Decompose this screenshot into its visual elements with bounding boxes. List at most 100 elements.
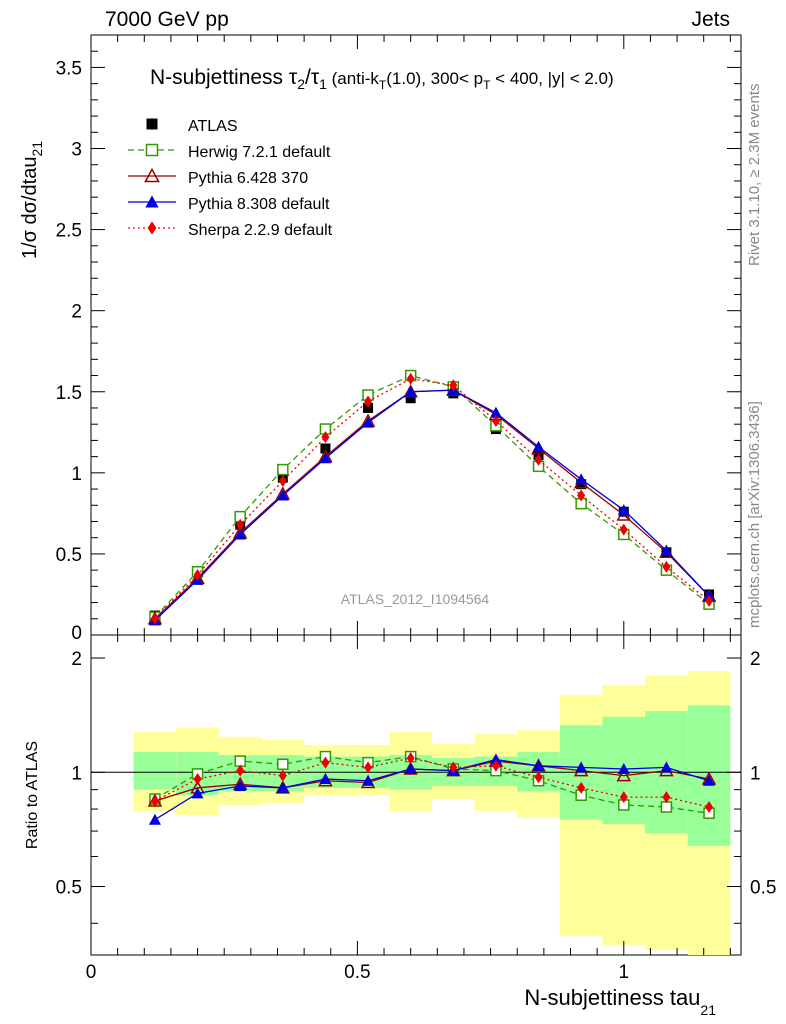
title-slash: /τ (305, 66, 320, 89)
main-point-atlas (363, 402, 374, 413)
ratio-point-pythia-8-308-default (234, 780, 247, 792)
ratio-point-pythia-8-308-default (319, 773, 332, 785)
title-main: N-subjettiness τ (150, 66, 298, 89)
tick-label: 0.5 (750, 878, 776, 899)
tick-label: 0.5 (56, 545, 82, 566)
rivet-version-label: Rivet 3.1.10, ≥ 2.3M events (746, 83, 763, 267)
title-sub1: 1 (319, 76, 327, 92)
legend: ATLAS Herwig 7.2.1 default Pythia 6.428 37… (128, 118, 333, 239)
title-cut1: (anti-k (327, 69, 379, 88)
tick-label: 0 (71, 623, 82, 644)
ratio-line-herwig-7-2-1-default (154, 755, 710, 814)
main-point-pythia-8-308-default (532, 440, 545, 452)
tick-label: 3.5 (56, 58, 82, 79)
x-axis-label-sub: 21 (700, 1002, 716, 1018)
main-point-pythia-8-308-default (617, 504, 630, 516)
ratio-point-sherpa-2-2-9-default (577, 781, 586, 794)
ratio-point-sherpa-2-2-9-default (449, 761, 458, 774)
legend-label-atlas: ATLAS (188, 118, 238, 135)
ratio-point-sherpa-2-2-9-default (321, 756, 330, 769)
ratio-point-pythia-8-308-default (148, 813, 161, 825)
ratio-point-pythia-8-308-default (617, 763, 630, 775)
legend-label-pythia-6-428-370: Pythia 6.428 370 (188, 170, 308, 187)
main-point-atlas (320, 443, 331, 454)
main-point-sherpa-2-2-9-default (236, 518, 245, 531)
main-point-sherpa-2-2-9-default (321, 431, 330, 444)
ratio-point-sherpa-2-2-9-default (236, 764, 245, 777)
ratio-point-pythia-8-308-default (660, 761, 673, 773)
ratio-point-herwig-7-2-1-default (234, 755, 246, 767)
tick-label: 2 (750, 649, 761, 670)
title-cut-t: T (379, 78, 387, 92)
ratio-series-group (147, 750, 717, 825)
title-sub2: 2 (297, 76, 305, 92)
y-axis-label-main-text: 1/σ dσ/dtau (19, 157, 41, 260)
ratio-point-pythia-8-308-default (703, 774, 716, 786)
y-axis-label-main-sub: 21 (29, 141, 45, 157)
title-cut3: < 400, |y| < 2.0) (490, 69, 613, 88)
main-point-sherpa-2-2-9-default (364, 395, 373, 408)
chart-title: N-subjettiness τ2/τ1 (anti-kT(1.0), 300<… (150, 66, 614, 92)
tick-label: 1 (618, 962, 629, 983)
main-point-herwig-7-2-1-default (277, 463, 289, 476)
ratio-point-sherpa-2-2-9-default (662, 791, 671, 804)
ratio-point-pythia-8-308-default (276, 781, 289, 793)
ratio-point-herwig-7-2-1-default (660, 801, 673, 813)
mcplots-credit-label: mcplots.cern.ch [arXiv:1306.3436] (746, 401, 763, 628)
ratio-point-sherpa-2-2-9-default (705, 801, 714, 814)
ratio-point-sherpa-2-2-9-default (619, 791, 628, 804)
axis-ticks: 0 0.5 100.511.522.533.50.5 0.51 12 2 (56, 34, 776, 983)
main-point-sherpa-2-2-9-default (705, 594, 714, 607)
tick-label: 0.5 (344, 962, 370, 983)
tick-label: 2 (71, 302, 82, 323)
main-point-sherpa-2-2-9-default (193, 569, 202, 581)
main-point-sherpa-2-2-9-default (619, 523, 628, 536)
tick-label: 1 (71, 464, 82, 485)
tick-label: 0 (86, 962, 97, 983)
ratio-point-herwig-7-2-1-default (277, 758, 289, 770)
main-point-pythia-8-308-default (234, 528, 247, 540)
ratio-point-pythia-8-308-default (362, 774, 375, 786)
main-point-pythia-8-308-default (276, 489, 289, 501)
ratio-point-sherpa-2-2-9-default (406, 752, 415, 765)
y-axis-label-ratio: Ratio to ATLAS (24, 741, 41, 849)
title-cut-t2: T (483, 78, 491, 92)
main-point-sherpa-2-2-9-default (449, 379, 458, 392)
tick-label: 1 (750, 763, 761, 784)
main-point-pythia-8-308-default (319, 452, 332, 464)
legend-marker-pythia-6-428-370 (144, 167, 160, 183)
legend-label-sherpa-2-2-9-default: Sherpa 2.2.9 default (188, 222, 333, 239)
ratio-point-sherpa-2-2-9-default (534, 771, 543, 784)
tick-label: 2.5 (56, 221, 82, 242)
tick-label: 0.5 (56, 878, 82, 899)
main-line-herwig-7-2-1-default (154, 374, 710, 618)
tick-label: 1 (71, 763, 82, 784)
main-line-sherpa-2-2-9-default (154, 378, 710, 620)
tick-label: 1.5 (56, 383, 82, 404)
main-point-atlas (405, 393, 416, 404)
main-point-pythia-8-308-default (489, 406, 502, 418)
main-point-pythia-8-308-default (575, 473, 588, 485)
ratio-point-sherpa-2-2-9-default (150, 795, 159, 808)
legend-marker-sherpa-2-2-9-default (147, 221, 157, 235)
header-energy-label: 7000 GeV pp (105, 8, 229, 31)
ratio-line-sherpa-2-2-9-default (154, 757, 710, 808)
legend-marker-pythia-8-308-default (145, 195, 159, 208)
main-point-sherpa-2-2-9-default (278, 474, 287, 487)
ratio-point-pythia-8-308-default (489, 753, 502, 765)
legend-marker-herwig-7-2-1-default (145, 143, 159, 157)
main-point-sherpa-2-2-9-default (406, 372, 415, 385)
ratio-point-sherpa-2-2-9-default (278, 769, 287, 782)
ratio-point-sherpa-2-2-9-default (364, 761, 373, 774)
main-series-group (147, 369, 717, 626)
ratio-uncertainty-bands (133, 670, 731, 955)
tick-label: 2 (71, 649, 82, 670)
ratio-point-sherpa-2-2-9-default (491, 759, 500, 772)
main-point-sherpa-2-2-9-default (662, 560, 671, 573)
x-axis-label: N-subjettiness tau21 (524, 985, 716, 1018)
main-point-pythia-8-308-default (362, 416, 375, 428)
header-jets-label: Jets (691, 8, 730, 31)
ratio-band-inner (133, 752, 177, 790)
main-point-sherpa-2-2-9-default (577, 489, 586, 502)
